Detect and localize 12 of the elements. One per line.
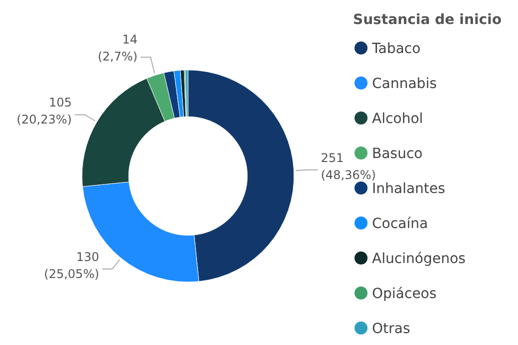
legend-label: Opiáceos [372,286,437,302]
legend-label: Alucinógenos [372,251,466,267]
legend-label: Otras [372,321,410,337]
legend-label: Tabaco [371,41,421,57]
legend-title: Sustancia de inicio [353,12,502,28]
data-label: 105 (20,23%) [16,96,72,127]
legend-label: Cocaína [372,216,428,232]
legend-label: Cannabis [372,76,437,92]
legend-label: Alcohol [372,111,424,127]
data-label: 130 (25,05%) [44,250,100,282]
legend-label: Inhalantes [372,181,446,197]
data-label: 14 (2,7%) [98,32,138,64]
